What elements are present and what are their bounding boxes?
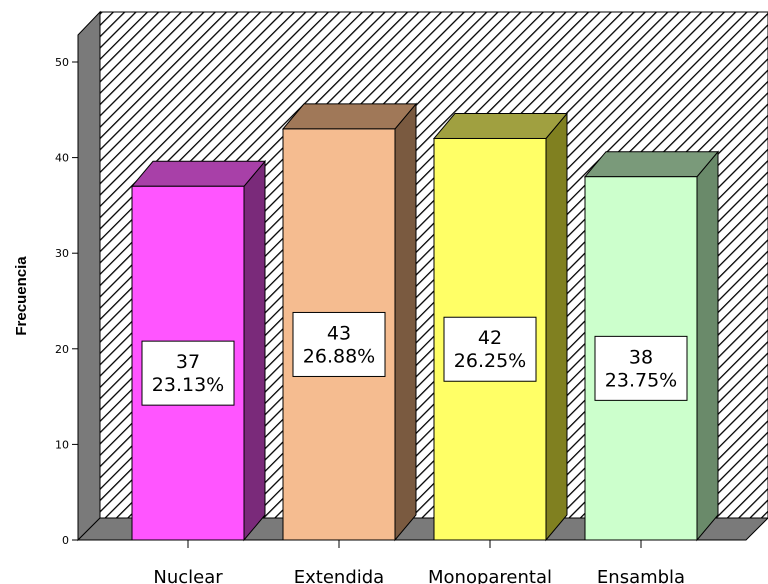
y-tick-label: 40	[55, 152, 69, 165]
x-tick-label: Monoparental	[428, 567, 552, 584]
data-label-box	[443, 316, 537, 382]
data-label-percent: 23.75%	[605, 369, 677, 391]
y-tick-label: 50	[55, 56, 69, 69]
data-label-box	[292, 311, 386, 377]
bar-top-face	[130, 160, 267, 187]
y-tick-label: 20	[55, 343, 69, 356]
y-tick-label: 0	[62, 534, 69, 547]
x-tick-label: Ensambla	[597, 567, 685, 584]
data-label-count: 37	[176, 351, 200, 373]
y-tick-label: 30	[55, 247, 69, 260]
y-tick-label: 10	[55, 438, 69, 451]
data-label-percent: 26.25%	[454, 350, 526, 372]
data-label-count: 42	[478, 327, 502, 349]
x-tick-label: Nuclear	[153, 567, 223, 584]
y-axis-label: Frecuencia	[13, 256, 30, 336]
bar-top-face	[583, 151, 720, 178]
data-label-count: 38	[629, 346, 653, 368]
bar-side-face	[394, 102, 417, 542]
bar-top-face	[432, 112, 569, 139]
data-label-box	[594, 335, 688, 401]
data-label-percent: 26.88%	[303, 345, 375, 367]
bar-side-face	[696, 150, 719, 542]
data-label-count: 43	[327, 322, 351, 344]
bar-top-face	[281, 103, 418, 130]
bar-side-face	[243, 159, 266, 542]
x-tick-label: Extendida	[294, 567, 384, 584]
left-wall	[77, 10, 101, 542]
data-label-box	[141, 340, 235, 406]
bar-side-face	[545, 112, 568, 542]
data-label-percent: 23.13%	[152, 374, 224, 396]
